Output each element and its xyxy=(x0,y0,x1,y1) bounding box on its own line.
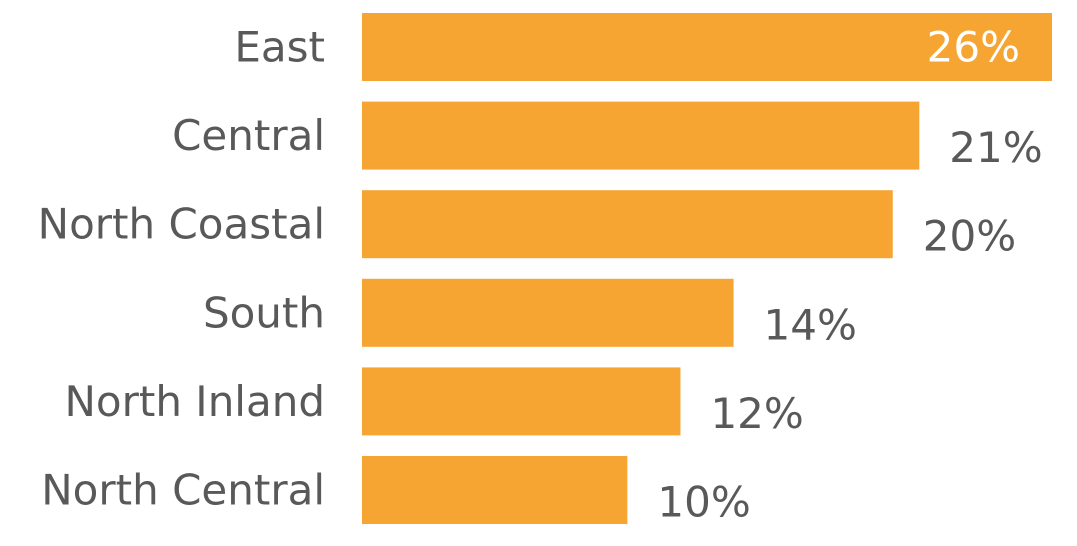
bar-north-inland xyxy=(362,367,681,436)
value-label-east: 26% xyxy=(927,23,1020,72)
value-label-central: 21% xyxy=(949,123,1042,172)
bar-east xyxy=(362,13,1052,81)
value-label-north-inland: 12% xyxy=(710,389,803,438)
category-label-central: Central xyxy=(172,111,325,160)
value-label-south: 14% xyxy=(764,300,857,349)
value-label-north-coastal: 20% xyxy=(923,212,1016,261)
labels-layer: East 26% Central 21% North Coastal 20% South 14… xyxy=(38,23,1043,527)
bar-central xyxy=(362,101,920,170)
category-label-south: South xyxy=(203,288,325,337)
bars-layer xyxy=(362,13,1052,524)
bar-south xyxy=(362,278,734,347)
bar-north-central xyxy=(362,456,628,524)
value-label-north-central: 10% xyxy=(657,478,750,527)
bar-north-coastal xyxy=(362,190,893,259)
category-label-north-central: North Central xyxy=(41,466,325,515)
category-label-north-coastal: North Coastal xyxy=(38,200,325,249)
category-label-north-inland: North Inland xyxy=(64,377,325,426)
category-label-east: East xyxy=(234,23,325,72)
